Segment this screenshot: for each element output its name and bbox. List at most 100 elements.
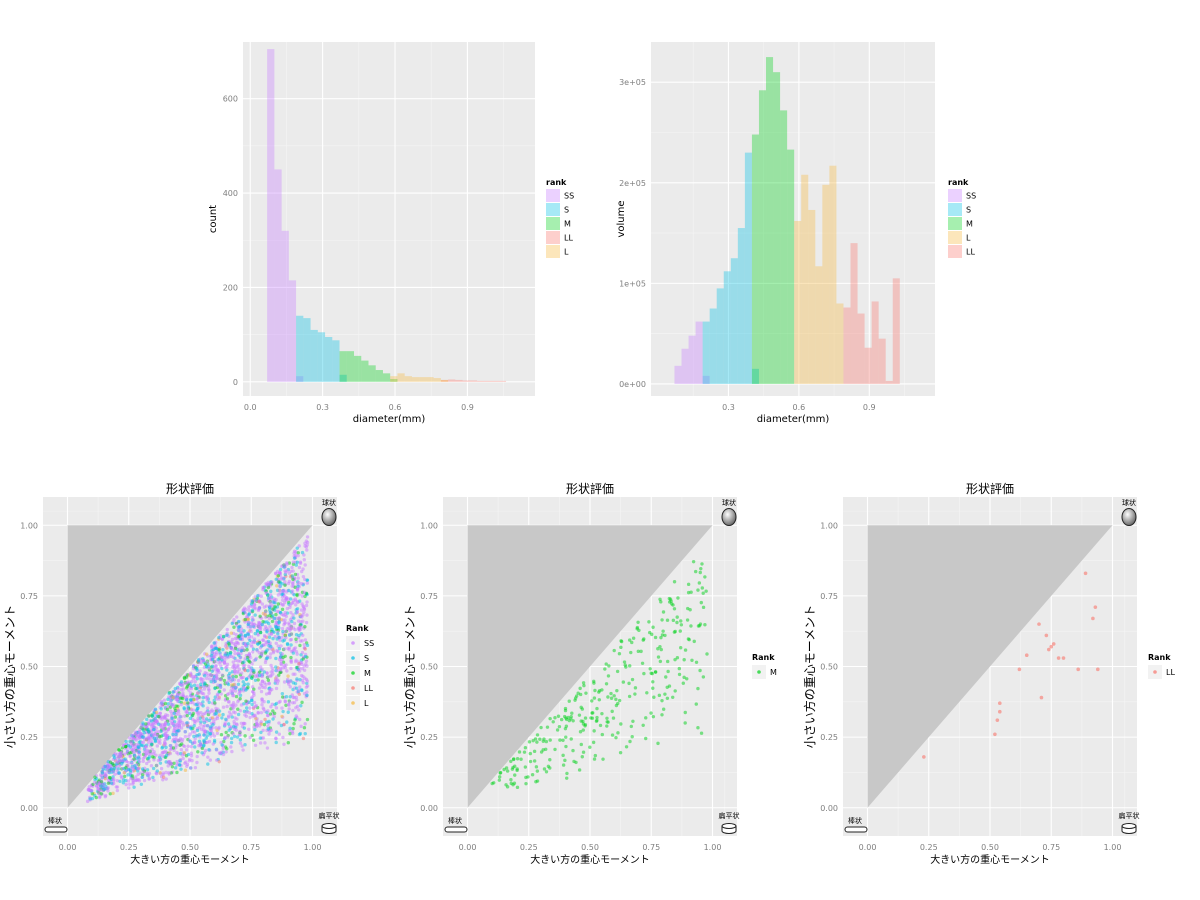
data-point-m xyxy=(653,635,658,640)
histogram-bar-l xyxy=(426,377,434,382)
data-point-ss xyxy=(202,687,207,691)
data-point-l xyxy=(111,791,115,796)
data-point-m xyxy=(300,700,304,705)
data-point-s xyxy=(202,674,207,678)
data-point-s xyxy=(213,712,217,716)
data-point-s xyxy=(248,638,252,643)
disk-top xyxy=(321,823,337,829)
data-point-ss xyxy=(196,719,200,723)
data-point-m xyxy=(303,594,307,599)
data-point-ss xyxy=(231,660,235,664)
data-point-ss xyxy=(205,660,209,664)
data-point-s xyxy=(266,727,271,731)
data-point-ss xyxy=(189,708,193,712)
data-point-m xyxy=(571,719,575,723)
data-point-ss xyxy=(195,683,200,688)
data-point-ss xyxy=(136,766,140,771)
data-point-m xyxy=(571,748,575,753)
data-point-ss xyxy=(274,677,278,682)
histogram-bar-m xyxy=(368,365,376,382)
data-point-ss xyxy=(239,627,244,631)
data-point-ss xyxy=(277,588,282,593)
data-point-ss xyxy=(236,663,240,667)
histogram-bar-l xyxy=(794,221,802,384)
data-point-s xyxy=(305,643,310,648)
data-point-s xyxy=(220,743,224,747)
data-point-m xyxy=(701,605,706,610)
data-point-s xyxy=(257,673,262,678)
data-point-ss xyxy=(143,753,148,758)
points-layer xyxy=(922,571,1100,759)
data-point-s xyxy=(287,588,291,593)
data-point-ss xyxy=(251,640,256,645)
data-point-m xyxy=(566,715,570,720)
y-tick-label: 0.75 xyxy=(420,592,438,601)
data-point-s xyxy=(273,702,277,707)
y-axis-title: 小さい方の重心モーメント xyxy=(802,605,817,749)
data-point-ss xyxy=(253,743,258,747)
data-point-ss xyxy=(299,608,304,612)
data-point-ss xyxy=(159,699,164,704)
data-point-s xyxy=(281,639,285,643)
histogram-bar-s xyxy=(317,332,326,382)
histogram-bar-ss xyxy=(695,321,703,384)
data-point-m xyxy=(581,728,585,732)
data-point-m xyxy=(144,722,148,726)
data-point-s xyxy=(271,717,275,721)
data-point-m xyxy=(600,711,604,716)
data-point-l xyxy=(171,696,175,700)
data-point-ss xyxy=(241,608,245,613)
data-point-ss xyxy=(149,729,154,734)
data-point-m xyxy=(273,604,277,609)
shape-all-chart: 0.00 0.00 0.25 0.25 0.50 0.50 0.75 0.75 1.00 1.00… xyxy=(2,481,374,866)
data-point-s xyxy=(295,560,300,564)
data-point-ss xyxy=(240,645,244,650)
y-tick-label: 1.00 xyxy=(420,521,438,530)
data-point-m xyxy=(665,685,669,689)
x-tick-label: 1.00 xyxy=(704,843,722,852)
data-point-m xyxy=(612,694,616,698)
data-point-ss xyxy=(298,560,303,564)
data-point-ss xyxy=(300,594,305,598)
data-point-s xyxy=(199,720,203,724)
histogram-bar-m xyxy=(773,72,781,384)
data-point-m xyxy=(622,660,627,664)
data-point-m xyxy=(569,737,573,741)
data-point-m xyxy=(682,675,686,680)
data-point-s xyxy=(253,678,258,682)
data-point-s xyxy=(235,735,240,739)
legend-label: M xyxy=(770,668,777,677)
data-point-ss xyxy=(222,658,227,663)
legend-label: S xyxy=(364,654,369,663)
data-point-m xyxy=(234,694,239,699)
data-point-m xyxy=(701,591,705,595)
data-point-ss xyxy=(189,754,194,758)
data-point-ss xyxy=(195,696,200,701)
data-point-s xyxy=(236,625,241,629)
data-point-m xyxy=(173,708,178,713)
data-point-m xyxy=(108,760,113,765)
data-point-s xyxy=(147,755,152,759)
rod-label: 棒状 xyxy=(448,816,462,825)
data-point-ss xyxy=(287,621,291,625)
data-point-s xyxy=(228,671,232,675)
data-point-m xyxy=(130,774,135,778)
data-point-m xyxy=(293,718,297,722)
data-point-ll xyxy=(1039,695,1044,700)
data-point-m xyxy=(276,602,281,606)
data-point-ss xyxy=(183,695,188,700)
data-point-s xyxy=(237,619,241,624)
data-point-ss xyxy=(304,603,309,608)
data-point-ss xyxy=(261,586,266,590)
data-point-s xyxy=(128,745,132,749)
shape-LL-chart: 0.00 0.00 0.25 0.25 0.50 0.50 0.75 0.75 1.00 1.00… xyxy=(802,481,1175,866)
data-point-m xyxy=(579,705,583,710)
data-point-m xyxy=(557,724,562,729)
data-point-s xyxy=(226,722,231,726)
data-point-ss xyxy=(243,713,247,717)
data-point-m xyxy=(225,747,229,751)
data-point-ss xyxy=(280,652,285,656)
data-point-m xyxy=(578,686,582,691)
data-point-ss xyxy=(144,736,148,741)
data-point-m xyxy=(665,659,670,664)
